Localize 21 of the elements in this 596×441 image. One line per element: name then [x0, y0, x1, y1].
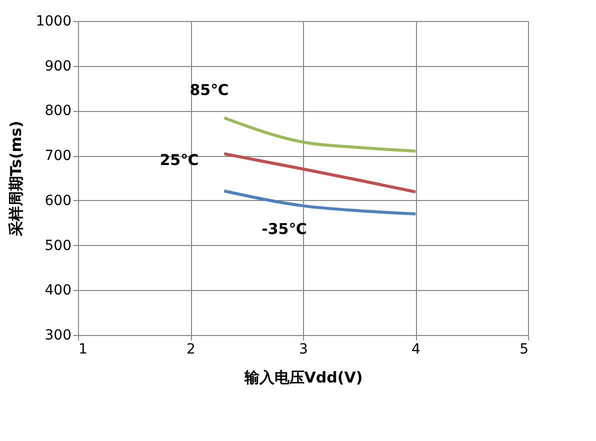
y-tick-label: 500	[44, 238, 72, 254]
y-tick-label: 400	[44, 282, 72, 299]
series-label: 25℃	[160, 150, 199, 169]
series-label: -35℃	[262, 220, 307, 238]
y-tick-label: 800	[44, 103, 72, 120]
y-tick-label: 300	[44, 328, 72, 344]
x-tick-label: 3	[299, 342, 308, 358]
x-tick-label: 5	[520, 342, 528, 358]
x-axis-title: 输入电压Vdd(V)	[243, 368, 363, 386]
series-label: 85℃	[190, 80, 229, 99]
line-series	[222, 152, 417, 194]
x-tick-label: 1	[78, 342, 88, 358]
line-series	[222, 190, 417, 216]
y-tick-label: 1000	[36, 14, 72, 30]
y-tick-label: 900	[44, 58, 72, 74]
x-tick-label: 4	[412, 342, 421, 358]
y-tick-label: 700	[44, 148, 72, 164]
y-tick-label: 600	[44, 192, 72, 209]
line-series	[222, 116, 417, 153]
x-tick-label: 2	[186, 342, 196, 358]
y-axis-title: 采样周期Ts(ms)	[6, 120, 25, 238]
